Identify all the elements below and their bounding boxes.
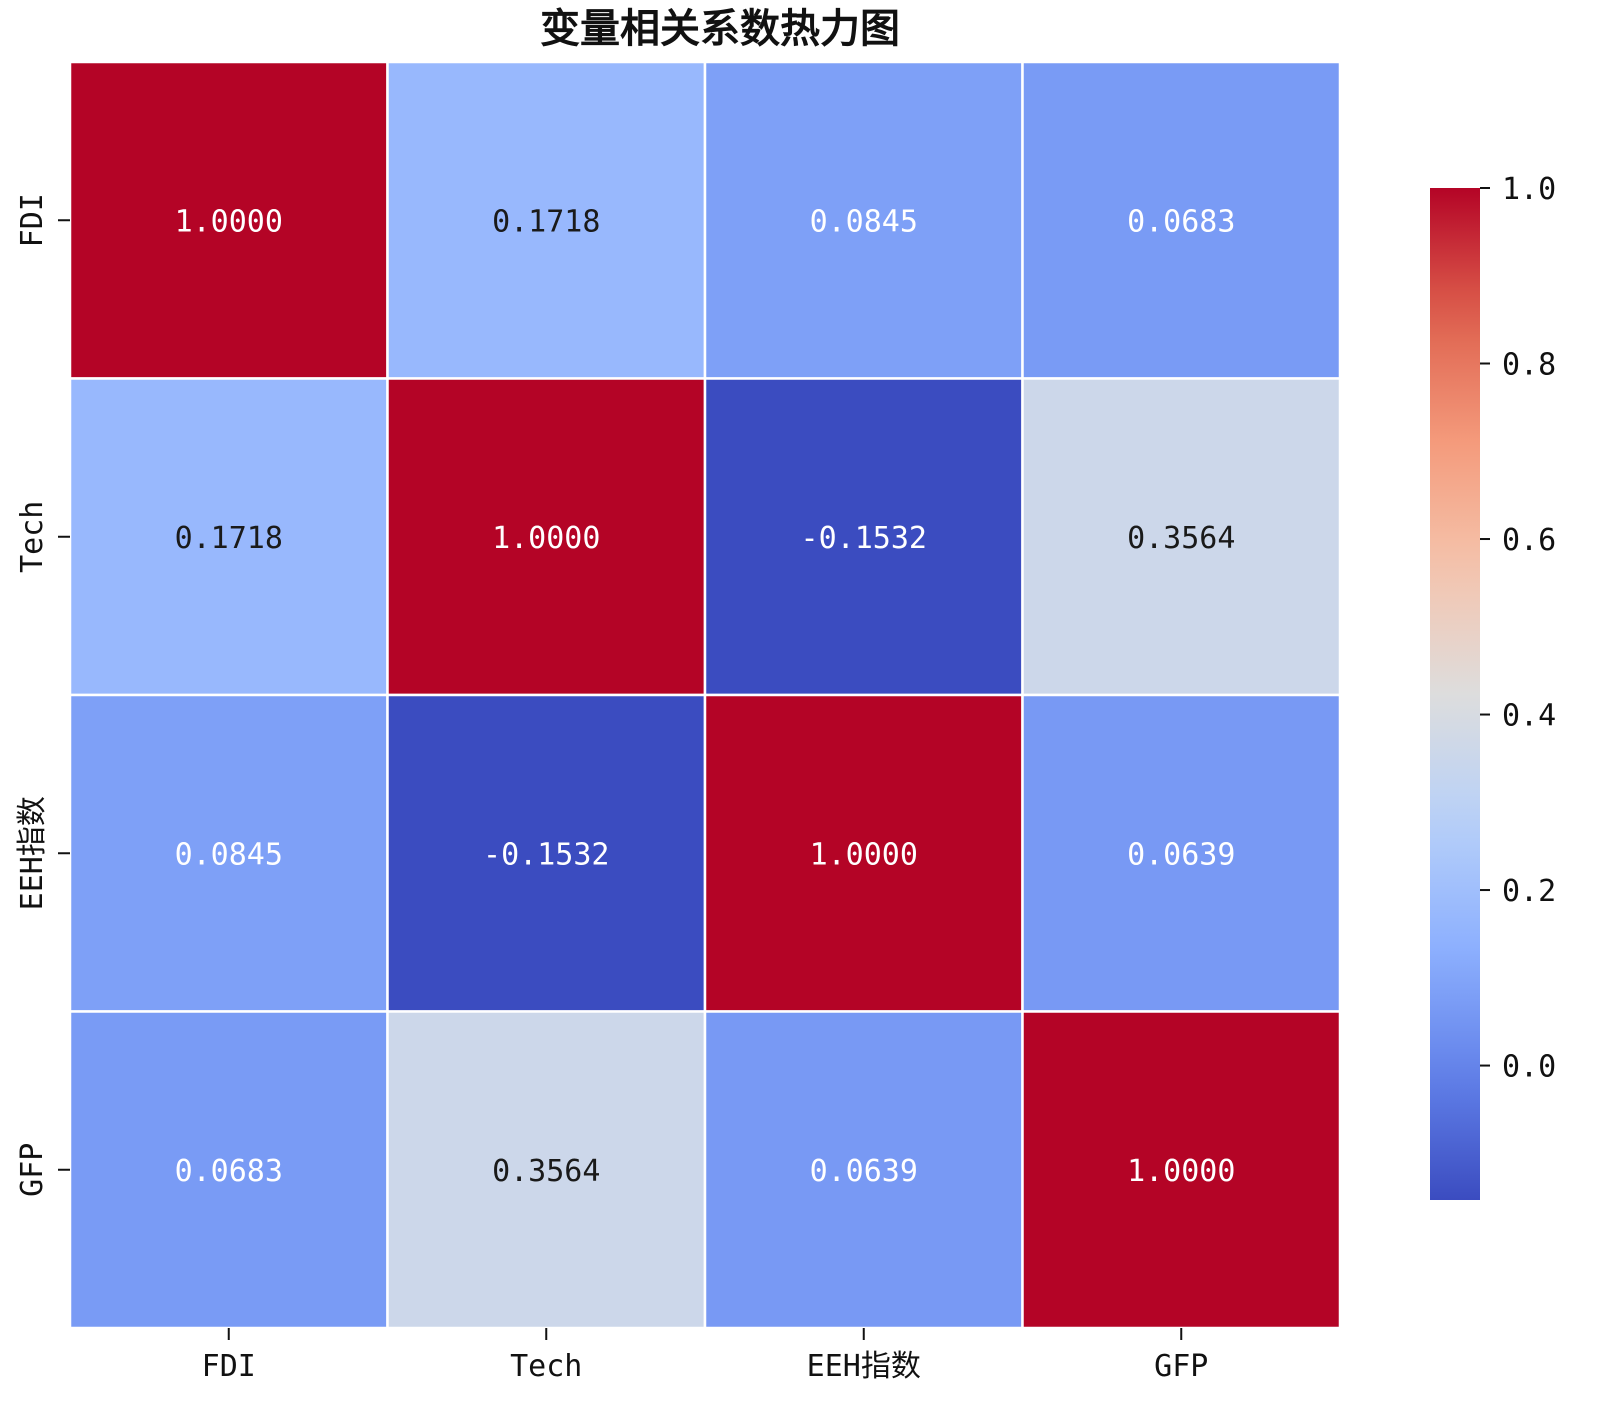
y-tick-label: GFP [15, 1143, 50, 1197]
cell-value-label: 1.0000 [1127, 1154, 1235, 1189]
heatmap-cell [386, 693, 707, 1013]
heatmap-cell [386, 1010, 707, 1330]
heatmap-cell [1021, 377, 1342, 697]
colorbar-tick-label: 0.0 [1502, 1050, 1556, 1085]
cell-value-label: -0.1532 [801, 521, 927, 556]
colorbar-tick-label: 0.6 [1502, 523, 1556, 558]
heatmap-cell [386, 377, 707, 697]
colorbar-tick-label: 1.0 [1502, 172, 1556, 207]
cell-value-label: 1.0000 [810, 837, 918, 872]
cell-value-label: -0.1532 [483, 837, 609, 872]
heatmap-cell [68, 1010, 389, 1330]
heatmap-cell [1021, 693, 1342, 1013]
x-axis: FDI Tech EEH指数 GFP [202, 1328, 1208, 1384]
heatmap-cell [1021, 1010, 1342, 1330]
heatmap-cell [703, 60, 1024, 380]
x-tick-label: GFP [1154, 1349, 1208, 1384]
cell-value-label: 0.3564 [492, 1154, 600, 1189]
heatmap-cell [68, 60, 389, 380]
heatmap-cell [386, 60, 707, 380]
colorbar-tick-label: 0.4 [1502, 699, 1556, 734]
cell-value-label: 0.0683 [175, 1154, 283, 1189]
colorbar-tick-label: 0.2 [1502, 874, 1556, 909]
cell-value-label: 0.0639 [1127, 837, 1235, 872]
cell-value-label: 0.0639 [810, 1154, 918, 1189]
heatmap-cells: 1.0000 0.1718 0.0845 0.0683 0.1718 1.0000 -0.1… [68, 60, 1342, 1330]
x-tick-label: EEH指数 [807, 1349, 921, 1384]
heatmap-cell [1021, 60, 1342, 380]
x-tick-label: Tech [510, 1349, 582, 1384]
chart-title: 变量相关系数热力图 [540, 6, 900, 52]
cell-value-label: 0.0683 [1127, 204, 1235, 239]
x-tick-label: FDI [202, 1349, 256, 1384]
cell-value-label: 0.0845 [810, 204, 918, 239]
y-axis: FDI Tech EEH指数 GFP [15, 193, 70, 1197]
cell-value-label: 0.1718 [492, 204, 600, 239]
cell-value-label: 0.0845 [175, 837, 283, 872]
colorbar-tick-label: 0.8 [1502, 348, 1556, 383]
colorbar: 0.0 0.2 0.4 0.6 0.8 1.0 [1430, 172, 1556, 1200]
cell-value-label: 1.0000 [492, 521, 600, 556]
cell-value-label: 0.3564 [1127, 521, 1235, 556]
heatmap-cell [68, 377, 389, 697]
cell-value-label: 0.1718 [175, 521, 283, 556]
colorbar-gradient [1430, 188, 1480, 1200]
y-tick-label: EEH指数 [15, 796, 50, 910]
heatmap-cell [703, 1010, 1024, 1330]
cell-value-label: 1.0000 [175, 204, 283, 239]
y-tick-label: Tech [15, 501, 50, 573]
y-tick-label: FDI [15, 193, 50, 247]
